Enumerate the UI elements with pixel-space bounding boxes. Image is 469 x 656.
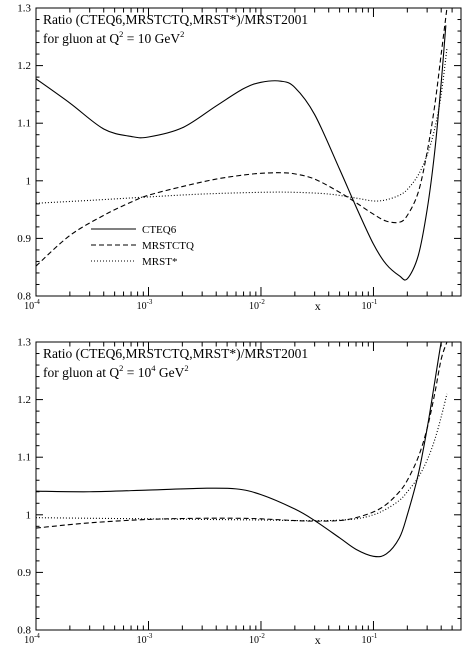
x-tick-exponent: -4 bbox=[34, 632, 40, 640]
y-tick-label: 0.8 bbox=[17, 625, 31, 637]
plot-frame bbox=[35, 7, 462, 297]
subtitle-superscript: 2 bbox=[184, 363, 188, 373]
subtitle-text: for gluon at Q bbox=[43, 31, 119, 46]
subtitle-text: = 10 GeV bbox=[123, 31, 180, 46]
subtitle-text: GeV bbox=[155, 365, 184, 380]
y-tick-label: 1.2 bbox=[17, 60, 31, 72]
x-tick-label: 10-2 bbox=[249, 298, 265, 312]
x-tick-base: 10 bbox=[24, 301, 34, 312]
y-tick-label: 1.3 bbox=[17, 3, 31, 15]
legend-label: CTEQ6 bbox=[142, 224, 177, 236]
x-tick-base: 10 bbox=[362, 635, 372, 646]
x-tick-base: 10 bbox=[249, 635, 259, 646]
subtitle-superscript: 2 bbox=[180, 29, 184, 39]
subtitle-text: for gluon at Q bbox=[43, 365, 119, 380]
y-tick-label: 0.8 bbox=[17, 291, 31, 303]
x-tick-label: 10-1 bbox=[362, 298, 378, 312]
subtitle-text: = 10 bbox=[123, 365, 151, 380]
series-line-mrstctq bbox=[36, 8, 448, 267]
y-tick-label: 1.1 bbox=[17, 118, 31, 130]
x-tick-label: 10-1 bbox=[362, 632, 378, 646]
x-tick-base: 10 bbox=[137, 635, 147, 646]
x-tick-label: 10-2 bbox=[249, 632, 265, 646]
series-line-mrst bbox=[36, 393, 448, 522]
x-tick-base: 10 bbox=[137, 301, 147, 312]
x-tick-label: 10-3 bbox=[137, 298, 153, 312]
x-tick-exponent: -1 bbox=[372, 298, 378, 306]
x-tick-base: 10 bbox=[24, 635, 34, 646]
subtitle-superscript: 2 bbox=[119, 29, 123, 39]
legend-label: MRST* bbox=[142, 256, 177, 268]
plot-frame bbox=[35, 341, 462, 631]
x-tick-exponent: -4 bbox=[34, 298, 40, 306]
x-axis-label: x bbox=[315, 299, 321, 313]
chart-title: Ratio (CTEQ6,MRSTCTQ,MRST*)/MRST2001 bbox=[43, 346, 308, 361]
y-tick-label: 1.2 bbox=[17, 394, 31, 406]
x-tick-exponent: -3 bbox=[147, 632, 153, 640]
x-tick-base: 10 bbox=[249, 301, 259, 312]
x-tick-exponent: -3 bbox=[147, 298, 153, 306]
x-axis-label: x bbox=[315, 633, 321, 647]
y-tick-label: 1 bbox=[26, 509, 32, 521]
y-tick-label: 0.9 bbox=[17, 233, 31, 245]
legend: CTEQ6 MRSTCTQ MRST* bbox=[91, 224, 194, 268]
series-line-mrst bbox=[36, 48, 448, 204]
chart-title: Ratio (CTEQ6,MRSTCTQ,MRST*)/MRST2001 bbox=[43, 12, 308, 27]
series-line-cteq6 bbox=[36, 25, 447, 281]
x-tick-label: 10-4 bbox=[24, 632, 40, 646]
subtitle-superscript: 4 bbox=[151, 363, 156, 373]
x-tick-label: 10-4 bbox=[24, 298, 40, 312]
y-tick-label: 1 bbox=[26, 175, 32, 187]
x-tick-exponent: -2 bbox=[259, 298, 265, 306]
y-tick-label: 1.1 bbox=[17, 452, 31, 464]
x-tick-exponent: -1 bbox=[372, 632, 378, 640]
chart-subtitle: for gluon at Q2 = 10 GeV2 bbox=[43, 29, 184, 46]
subtitle-superscript: 2 bbox=[119, 363, 123, 373]
y-tick-label: 1.3 bbox=[17, 337, 31, 349]
x-tick-label: 10-3 bbox=[137, 632, 153, 646]
chart-subtitle: for gluon at Q2 = 104 GeV2 bbox=[43, 363, 189, 380]
x-tick-base: 10 bbox=[362, 301, 372, 312]
x-tick-exponent: -2 bbox=[259, 632, 265, 640]
y-tick-label: 0.9 bbox=[17, 567, 31, 579]
series-group bbox=[36, 342, 448, 558]
series-group bbox=[36, 8, 448, 281]
series-line-mrstctq bbox=[36, 342, 448, 529]
legend-label: MRSTCTQ bbox=[142, 240, 194, 252]
